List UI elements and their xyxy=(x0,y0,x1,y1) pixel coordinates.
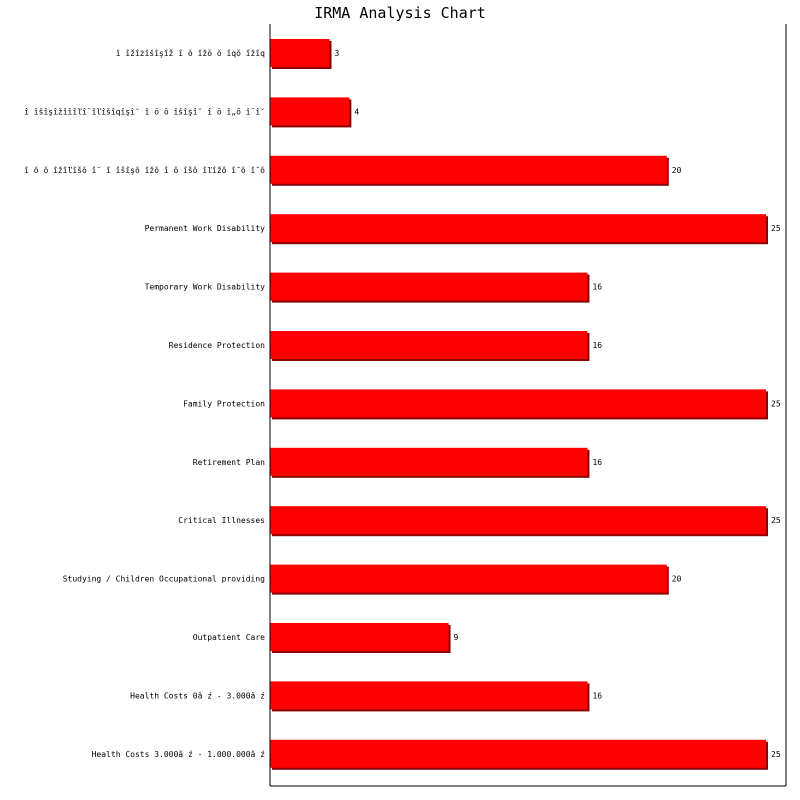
value-label: 16 xyxy=(592,341,602,350)
category-label: Health Costs 3.000â ź - 1.000.000â ź xyxy=(92,750,266,759)
bar xyxy=(270,272,588,301)
bar xyxy=(270,447,588,476)
value-label: 25 xyxy=(771,750,781,759)
value-labels: 3 4 20 25 16 16 25 16 25 20 9 16 25 xyxy=(335,49,781,759)
value-label: 25 xyxy=(771,224,781,233)
category-label: Outpatient Care xyxy=(193,633,265,642)
bar xyxy=(270,681,588,710)
bar xyxy=(270,39,330,67)
bar xyxy=(270,506,766,535)
chart-title: IRMA Analysis Chart xyxy=(314,4,486,22)
value-label: 20 xyxy=(672,575,682,584)
category-labels: î îžîżîšîşîž î ŏ îžŏ ŏ îqŏ îžîq î îšîşîžî… xyxy=(24,48,265,759)
category-label: Critical Illnesses xyxy=(178,516,265,525)
bar xyxy=(270,214,766,243)
value-label: 16 xyxy=(592,691,602,700)
value-label: 3 xyxy=(335,49,340,58)
category-label: î ŏ ŏ îžîľîšŏ î˘ î îšîşŏ îžŏ î ŏ îšŏ îľî… xyxy=(24,165,265,175)
bars-layer xyxy=(270,39,768,770)
value-label: 16 xyxy=(592,458,602,467)
value-label: 9 xyxy=(454,633,459,642)
bar xyxy=(270,389,766,418)
category-label: Family Protection xyxy=(183,399,265,408)
category-label: Health Costs 0â ź - 3.000â ź xyxy=(130,691,265,700)
value-label: 16 xyxy=(592,283,602,292)
category-label: Permanent Work Disability xyxy=(145,224,266,233)
bar xyxy=(270,97,350,126)
value-label: 25 xyxy=(771,399,781,408)
value-label: 20 xyxy=(672,166,682,175)
value-label: 4 xyxy=(354,107,359,116)
bar xyxy=(270,155,667,184)
category-label: î îžîżîšîşîž î ŏ îžŏ ŏ îqŏ îžîq xyxy=(116,48,265,58)
category-label: Studying / Children Occupational providi… xyxy=(63,575,265,584)
bar xyxy=(270,331,588,359)
value-label: 25 xyxy=(771,516,781,525)
bar xyxy=(270,739,766,768)
bar xyxy=(270,623,449,651)
category-label: Temporary Work Disability xyxy=(145,283,266,292)
bar xyxy=(270,564,667,593)
category-label: Residence Protection xyxy=(169,341,266,350)
category-label: Retirement Plan xyxy=(193,458,265,467)
category-label: î îšîşîžîîîľî¨îľîšîqîşî˘ î ŏ ŏ îšîşî˘ î … xyxy=(24,106,265,116)
